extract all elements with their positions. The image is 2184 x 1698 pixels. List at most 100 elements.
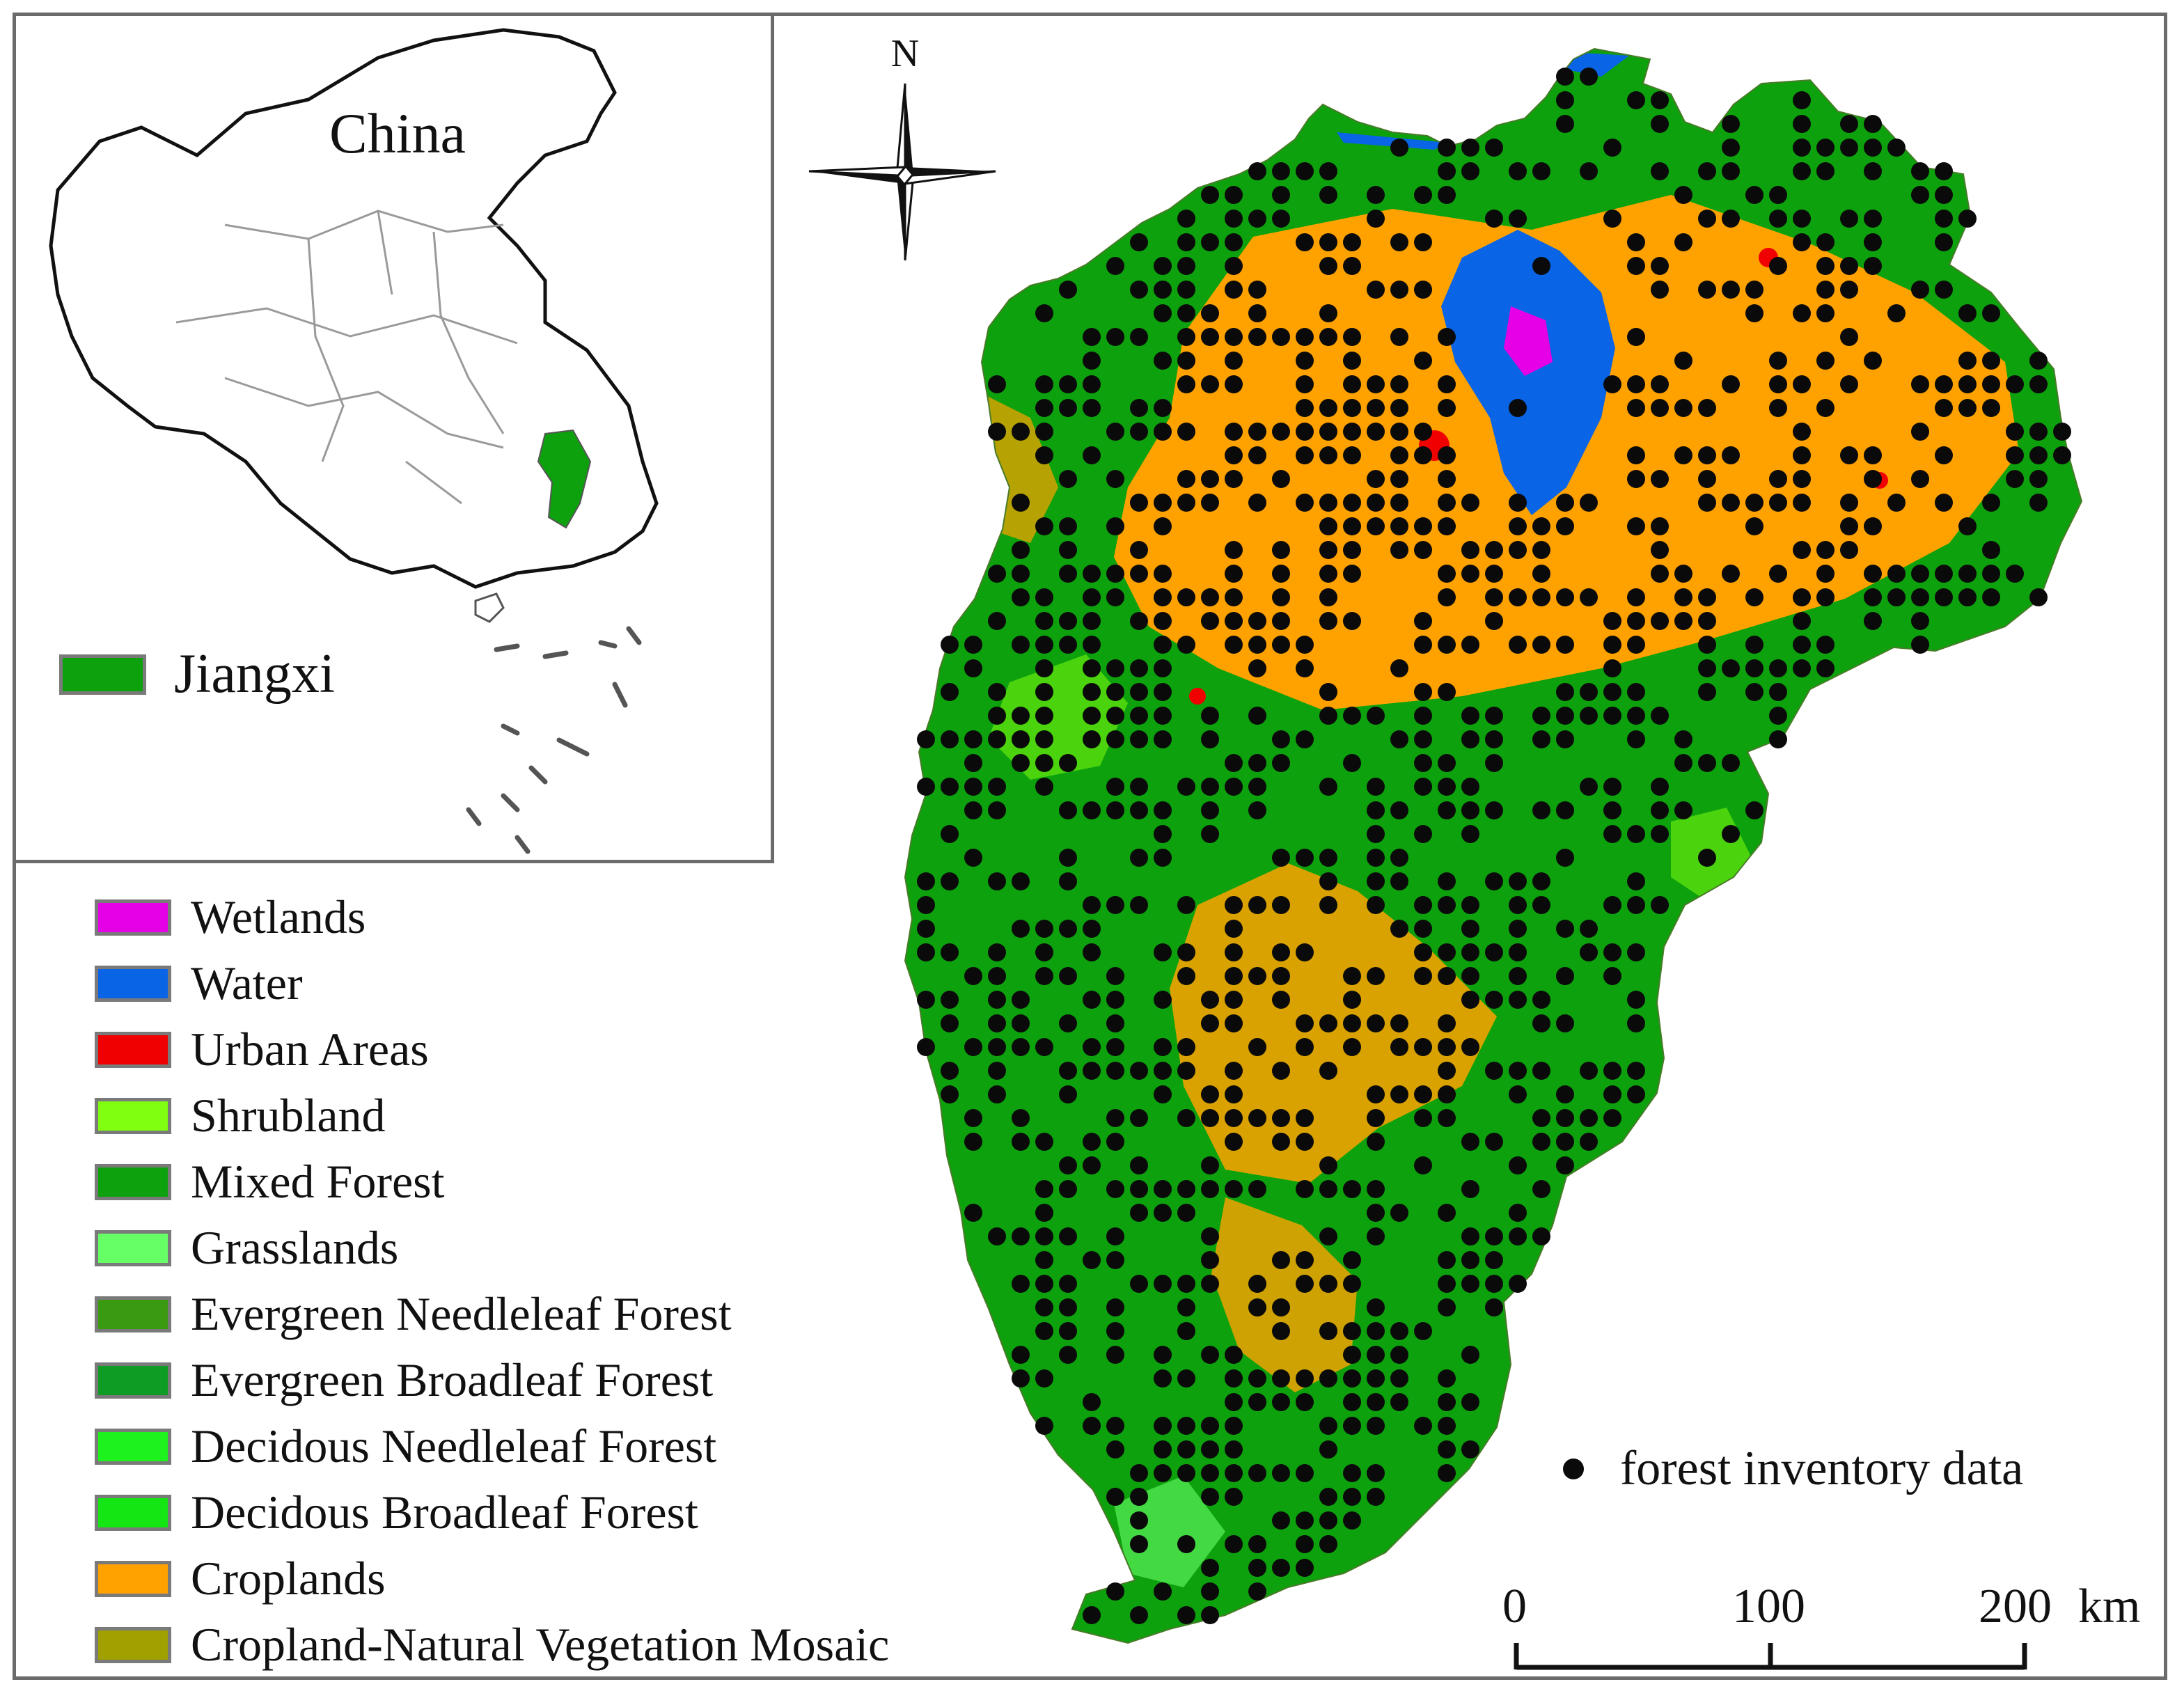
inventory-point <box>1414 707 1432 725</box>
points-legend: forest inventory data <box>1563 1441 2023 1497</box>
inventory-point <box>1248 446 1266 464</box>
inventory-point <box>1864 352 1882 370</box>
inventory-point <box>1958 588 1977 606</box>
inventory-point <box>1769 210 1787 228</box>
inventory-point <box>1793 91 1811 109</box>
inventory-point <box>1083 1156 1101 1174</box>
inventory-point <box>1911 636 1929 654</box>
inventory-point <box>1106 565 1124 583</box>
inventory-point <box>988 967 1006 985</box>
inventory-point <box>1035 1275 1053 1293</box>
inventory-point <box>1438 565 1456 583</box>
inventory-point <box>1769 659 1787 677</box>
inventory-point <box>1414 541 1432 559</box>
inventory-point <box>1580 1062 1598 1080</box>
inventory-point <box>1603 683 1621 701</box>
inventory-point <box>1793 470 1811 488</box>
inventory-point <box>1296 1535 1314 1553</box>
inventory-point <box>1651 399 1669 417</box>
inventory-point <box>988 872 1006 890</box>
inventory-point <box>1272 1369 1290 1388</box>
inventory-point <box>1887 494 1906 512</box>
inventory-point <box>1319 896 1337 914</box>
north-arrow-icon: N <box>808 32 996 261</box>
inventory-point <box>1390 375 1408 393</box>
inventory-point <box>1083 399 1101 417</box>
inventory-point <box>1083 1251 1101 1269</box>
inventory-point <box>1035 943 1053 961</box>
inventory-point <box>1319 588 1337 606</box>
inventory-point <box>1106 328 1124 346</box>
inventory-point <box>1154 281 1172 299</box>
legend-label: Urban Areas <box>191 1023 429 1076</box>
inventory-point <box>1083 896 1101 914</box>
inventory-point <box>1982 588 2000 606</box>
inventory-point <box>1106 1014 1124 1032</box>
inventory-point <box>1154 1180 1172 1198</box>
inventory-point <box>1769 186 1787 204</box>
inventory-point <box>1319 1417 1337 1435</box>
inventory-point <box>1319 683 1337 701</box>
inventory-point <box>1177 1062 1195 1080</box>
inventory-point <box>1556 1014 1574 1032</box>
inventory-point <box>1083 446 1101 464</box>
inventory-point <box>1745 494 1763 512</box>
legend-label: Cropland-Natural Vegetation Mosaic <box>191 1618 890 1671</box>
inventory-point <box>1201 1227 1219 1245</box>
inventory-point <box>1319 872 1337 890</box>
inventory-point <box>1059 1298 1077 1316</box>
inventory-point <box>1035 1227 1053 1245</box>
inventory-point <box>2006 565 2024 583</box>
inventory-point <box>1438 517 1456 535</box>
inventory-point <box>2006 375 2024 393</box>
inventory-point <box>1367 707 1385 725</box>
inventory-point <box>1130 707 1148 725</box>
inventory-point <box>1532 1109 1550 1127</box>
inventory-point <box>1012 1014 1030 1032</box>
inventory-point <box>1982 565 2000 583</box>
inventory-point <box>1461 636 1479 654</box>
inventory-point <box>1296 494 1314 512</box>
inventory-point <box>941 1062 959 1080</box>
inventory-point <box>1130 1275 1148 1293</box>
inventory-point <box>1319 423 1337 441</box>
inventory-point <box>964 1038 982 1056</box>
inventory-point <box>988 423 1006 441</box>
inventory-point <box>1793 541 1811 559</box>
inventory-point <box>1272 896 1290 914</box>
inventory-point <box>1367 1180 1385 1198</box>
inventory-point <box>1225 186 1243 204</box>
inventory-point <box>1272 588 1290 606</box>
inventory-point <box>1603 1085 1621 1103</box>
inventory-point <box>1083 1606 1101 1624</box>
inventory-point <box>1556 849 1574 867</box>
inventory-point <box>1343 541 1361 559</box>
inventory-point <box>1414 778 1432 796</box>
wetlands-area <box>1504 306 1553 376</box>
inventory-point <box>1935 588 1953 606</box>
inventory-point <box>1982 304 2000 322</box>
inventory-point <box>1438 967 1456 985</box>
inventory-point <box>1438 801 1456 819</box>
inventory-point <box>1438 754 1456 772</box>
inventory-point <box>1225 612 1243 630</box>
inventory-point <box>1343 233 1361 251</box>
inventory-point <box>1367 399 1385 417</box>
inventory-point <box>1130 612 1148 630</box>
inventory-point <box>964 636 982 654</box>
inventory-point <box>1698 612 1716 630</box>
inventory-point <box>1130 730 1148 748</box>
inventory-point <box>1816 541 1835 559</box>
inventory-point <box>917 730 935 748</box>
inventory-point <box>1083 730 1101 748</box>
inventory-point <box>1012 565 1030 583</box>
inventory-point <box>1864 565 1882 583</box>
inventory-point <box>1793 612 1811 630</box>
inventory-point <box>1438 943 1456 961</box>
inventory-point <box>1816 139 1835 157</box>
inventory-point <box>1154 612 1172 630</box>
inventory-point <box>1887 139 1906 157</box>
inventory-point <box>1177 210 1195 228</box>
inventory-point <box>1864 233 1882 251</box>
